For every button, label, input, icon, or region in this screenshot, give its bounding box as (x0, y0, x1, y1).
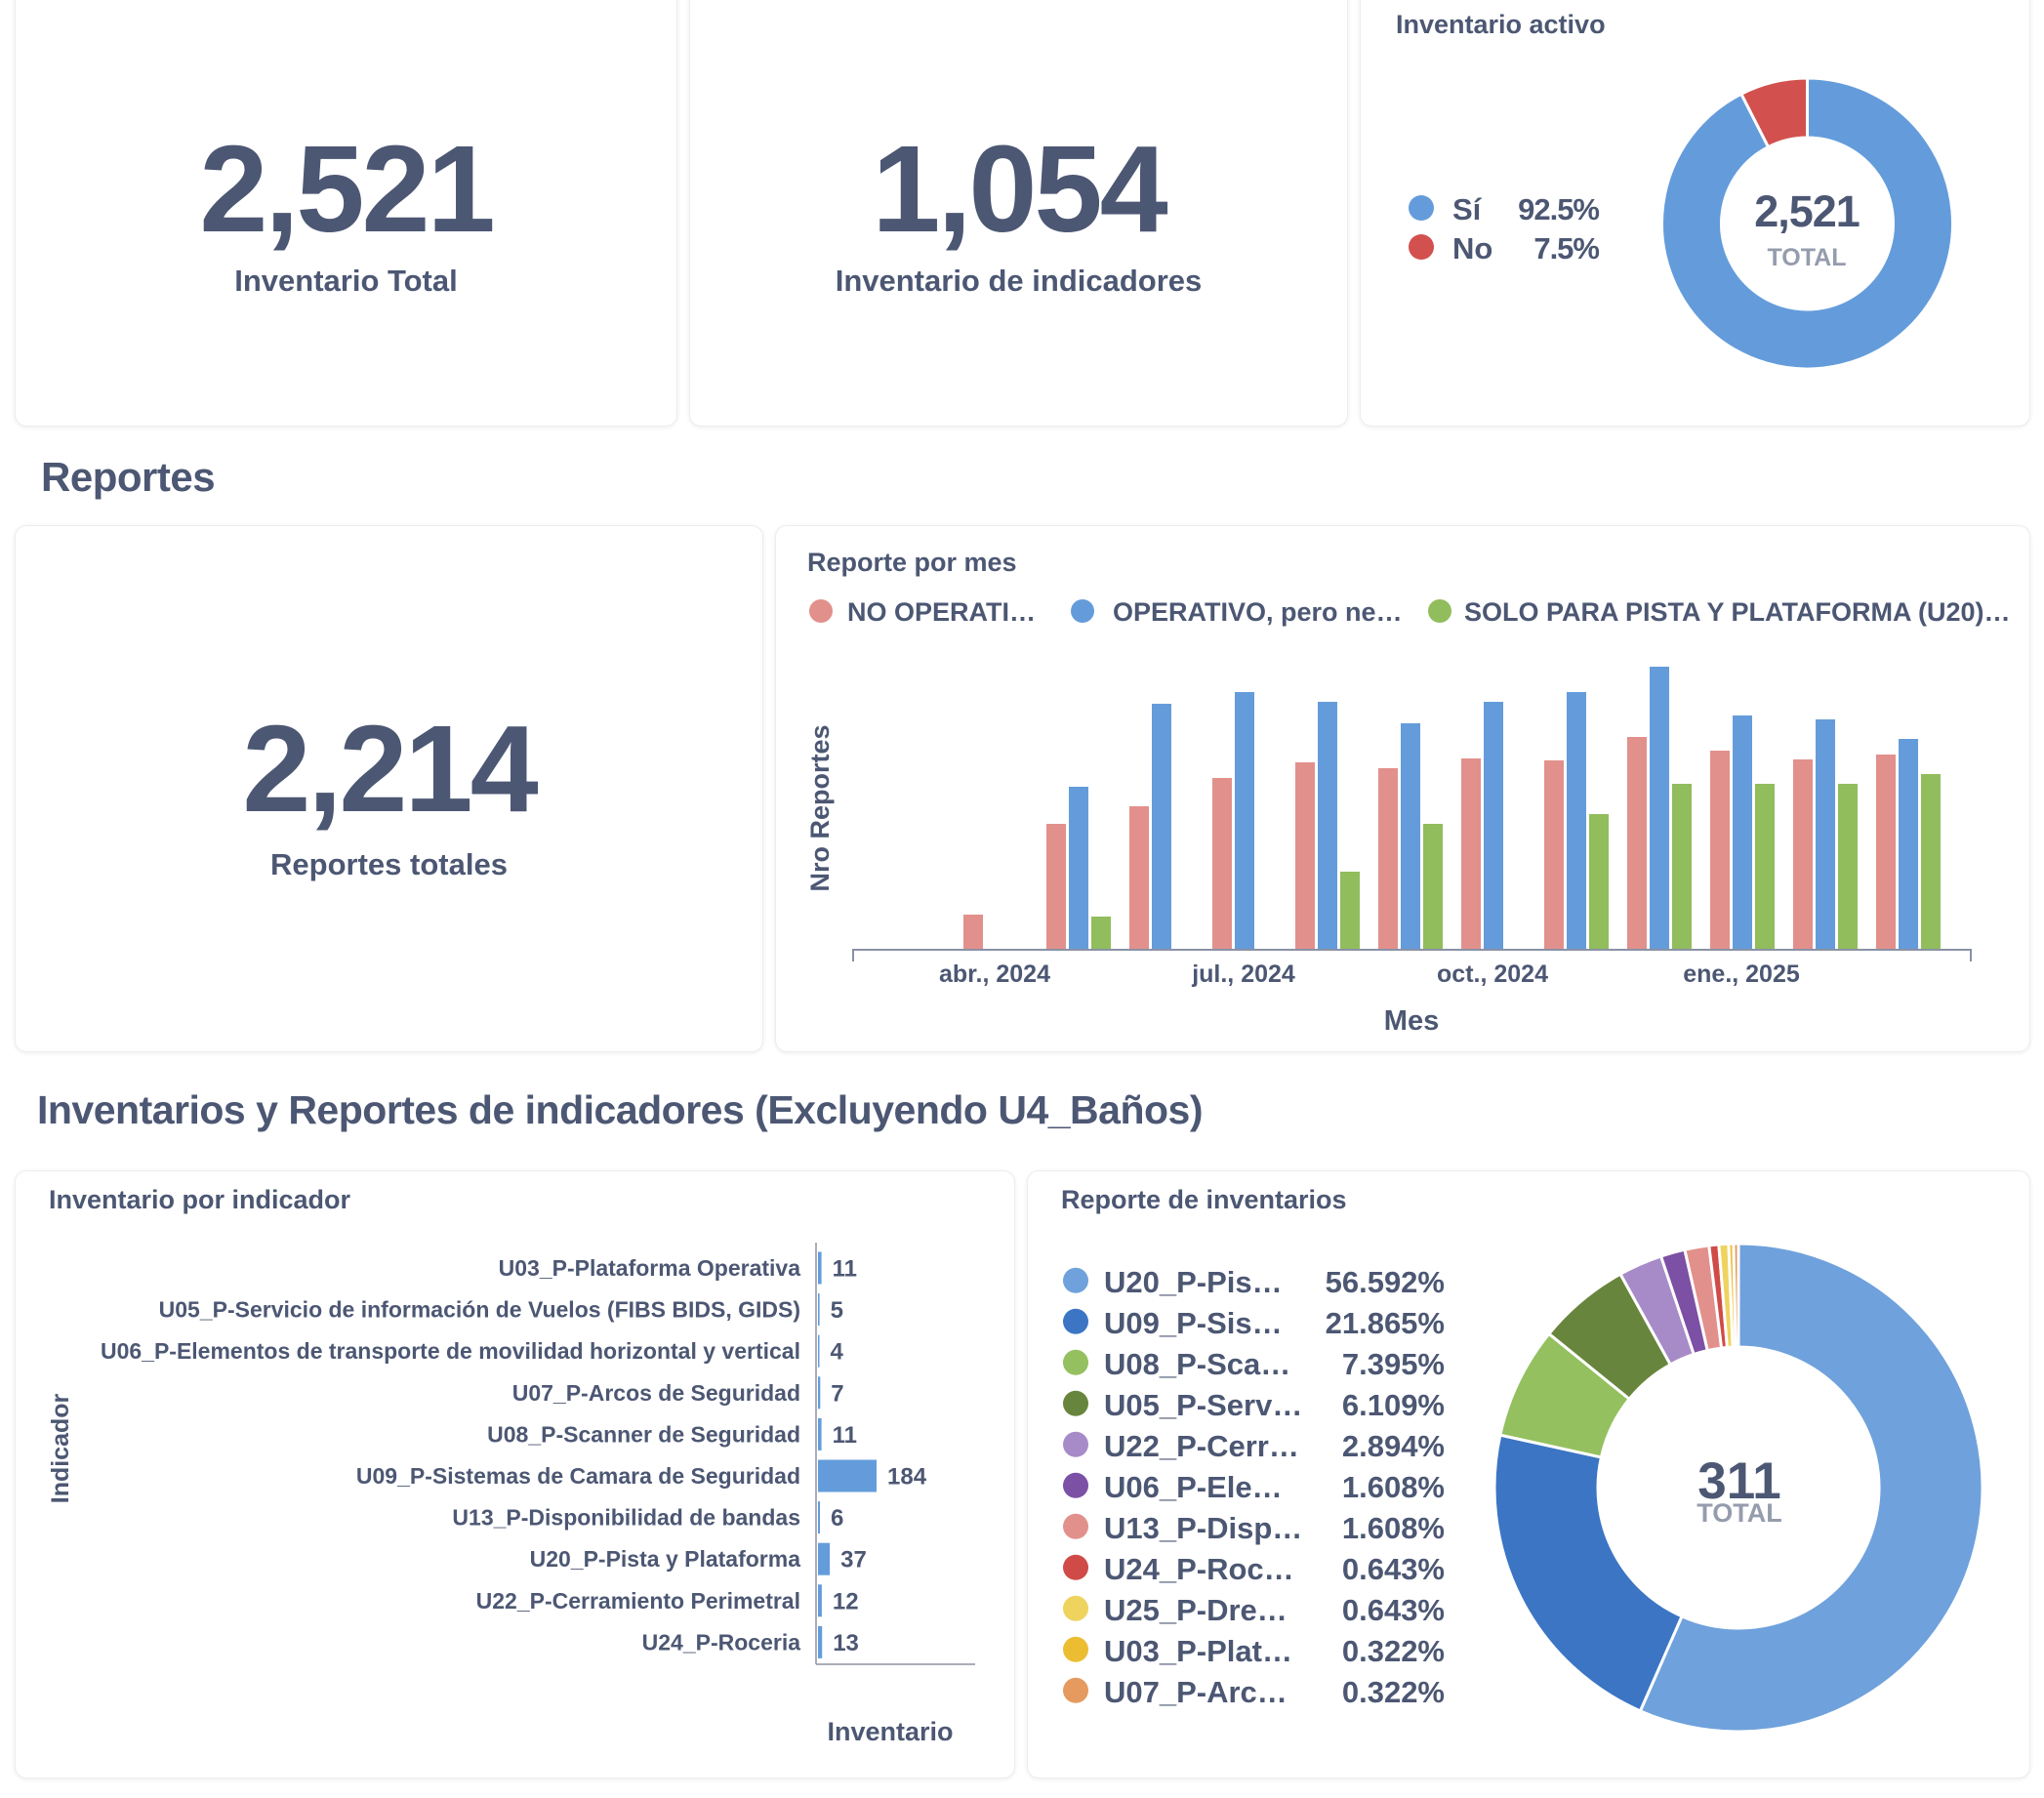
svg-text:Inventario: Inventario (827, 1717, 953, 1746)
svg-text:U20_P-Pista y Plataforma: U20_P-Pista y Plataforma (530, 1546, 801, 1572)
svg-text:13: 13 (833, 1630, 859, 1656)
svg-text:2,521: 2,521 (1754, 186, 1860, 236)
svg-text:U13_P-Disponibilidad de bandas: U13_P-Disponibilidad de bandas (452, 1505, 800, 1531)
svg-text:SOLO PARA PISTA Y PLATAFORMA (: SOLO PARA PISTA Y PLATAFORMA (U20)… (1464, 597, 2011, 627)
svg-text:U08_P-Scanner de Seguridad: U08_P-Scanner de Seguridad (487, 1421, 800, 1447)
svg-text:U24_P-Roceria: U24_P-Roceria (642, 1629, 801, 1655)
svg-text:37: 37 (840, 1547, 867, 1573)
svg-text:4: 4 (831, 1339, 844, 1366)
svg-text:7: 7 (831, 1380, 843, 1407)
svg-text:311: 311 (1697, 1452, 1781, 1510)
svg-text:1.608%: 1.608% (1342, 1511, 1445, 1545)
svg-text:U08_P-Sca…: U08_P-Sca… (1104, 1347, 1290, 1381)
svg-text:2.894%: 2.894% (1342, 1429, 1445, 1463)
svg-text:Sí: Sí (1452, 192, 1483, 226)
svg-text:11: 11 (833, 1256, 857, 1283)
svg-text:56.592%: 56.592% (1326, 1265, 1445, 1299)
svg-text:NO OPERATI…: NO OPERATI… (847, 597, 1036, 627)
svg-text:U03_P-Plataforma Operativa: U03_P-Plataforma Operativa (499, 1255, 801, 1281)
svg-text:7.5%: 7.5% (1533, 231, 1599, 266)
svg-text:0.322%: 0.322% (1342, 1634, 1445, 1668)
svg-text:U20_P-Pis…: U20_P-Pis… (1104, 1265, 1283, 1299)
svg-text:Mes: Mes (1384, 1005, 1439, 1037)
svg-text:U22_P-Cerr…: U22_P-Cerr… (1104, 1429, 1299, 1463)
svg-text:ene., 2025: ene., 2025 (1683, 960, 1800, 988)
svg-text:12: 12 (833, 1588, 859, 1614)
svg-text:184: 184 (887, 1464, 927, 1491)
svg-text:Nro Reportes: Nro Reportes (805, 724, 835, 891)
svg-text:0.643%: 0.643% (1342, 1552, 1445, 1586)
svg-text:Indicador: Indicador (47, 1393, 74, 1503)
svg-text:TOTAL: TOTAL (1697, 1498, 1782, 1528)
svg-text:U05_P-Servicio de información: U05_P-Servicio de información de Vuelos … (159, 1297, 800, 1323)
svg-text:U13_P-Disp…: U13_P-Disp… (1104, 1511, 1302, 1545)
svg-text:jul., 2024: jul., 2024 (1191, 960, 1295, 988)
svg-text:U03_P-Plat…: U03_P-Plat… (1104, 1634, 1292, 1668)
svg-text:U06_P-Ele…: U06_P-Ele… (1104, 1470, 1283, 1504)
svg-text:0.643%: 0.643% (1342, 1593, 1445, 1627)
svg-text:21.865%: 21.865% (1326, 1306, 1445, 1340)
svg-text:U07_P-Arcos de Seguridad: U07_P-Arcos de Seguridad (512, 1380, 800, 1406)
svg-text:U25_P-Dre…: U25_P-Dre… (1104, 1593, 1288, 1627)
svg-text:U07_P-Arc…: U07_P-Arc… (1104, 1675, 1288, 1709)
svg-text:6.109%: 6.109% (1342, 1388, 1445, 1422)
svg-text:U06_P-Elementos de transporte: U06_P-Elementos de transporte de movilid… (101, 1338, 800, 1364)
svg-text:0.322%: 0.322% (1342, 1675, 1445, 1709)
svg-text:abr., 2024: abr., 2024 (939, 960, 1050, 988)
svg-text:92.5%: 92.5% (1518, 192, 1599, 226)
svg-text:U09_P-Sis…: U09_P-Sis… (1104, 1306, 1283, 1340)
svg-text:U09_P-Sistemas de Camara de Se: U09_P-Sistemas de Camara de Seguridad (356, 1463, 800, 1489)
svg-text:U22_P-Cerramiento Perimetral: U22_P-Cerramiento Perimetral (476, 1588, 800, 1614)
svg-text:U05_P-Serv…: U05_P-Serv… (1104, 1388, 1302, 1422)
svg-text:TOTAL: TOTAL (1767, 244, 1846, 271)
svg-text:11: 11 (833, 1422, 857, 1449)
svg-text:No: No (1452, 231, 1492, 266)
svg-text:7.395%: 7.395% (1342, 1347, 1445, 1381)
svg-text:oct., 2024: oct., 2024 (1437, 960, 1548, 988)
svg-text:1.608%: 1.608% (1342, 1470, 1445, 1504)
svg-text:OPERATIVO, pero ne…: OPERATIVO, pero ne… (1113, 597, 1403, 627)
svg-text:U24_P-Roc…: U24_P-Roc… (1104, 1552, 1294, 1586)
svg-text:5: 5 (831, 1297, 843, 1324)
svg-text:6: 6 (831, 1505, 843, 1532)
